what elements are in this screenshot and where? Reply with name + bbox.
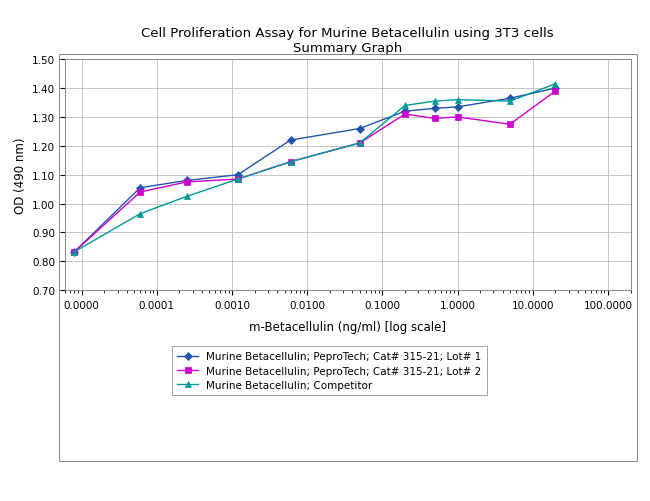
Murine Betacellulin; PeproTech; Cat# 315-21; Lot# 2	[287, 159, 294, 165]
Murine Betacellulin; Competitor	[136, 211, 144, 217]
Murine Betacellulin; PeproTech; Cat# 315-21; Lot# 2	[506, 122, 514, 128]
Murine Betacellulin; PeproTech; Cat# 315-21; Lot# 2	[356, 141, 363, 147]
Murine Betacellulin; Competitor	[287, 159, 294, 165]
Murine Betacellulin; PeproTech; Cat# 315-21; Lot# 1	[234, 172, 242, 178]
Murine Betacellulin; PeproTech; Cat# 315-21; Lot# 1	[431, 106, 439, 112]
Murine Betacellulin; PeproTech; Cat# 315-21; Lot# 1	[401, 109, 409, 115]
Murine Betacellulin; PeproTech; Cat# 315-21; Lot# 1	[551, 86, 559, 92]
Murine Betacellulin; Competitor	[234, 177, 242, 183]
Murine Betacellulin; PeproTech; Cat# 315-21; Lot# 1	[183, 178, 190, 184]
Murine Betacellulin; PeproTech; Cat# 315-21; Lot# 2	[234, 177, 242, 183]
Murine Betacellulin; PeproTech; Cat# 315-21; Lot# 1	[70, 249, 78, 256]
Y-axis label: OD (490 nm): OD (490 nm)	[14, 137, 27, 213]
Murine Betacellulin; Competitor	[183, 194, 190, 200]
Murine Betacellulin; PeproTech; Cat# 315-21; Lot# 2	[70, 249, 78, 256]
Murine Betacellulin; PeproTech; Cat# 315-21; Lot# 1	[287, 138, 294, 144]
Murine Betacellulin; PeproTech; Cat# 315-21; Lot# 1	[506, 96, 514, 102]
Murine Betacellulin; Competitor	[70, 249, 78, 256]
Murine Betacellulin; Competitor	[506, 99, 514, 105]
Murine Betacellulin; PeproTech; Cat# 315-21; Lot# 2	[183, 179, 190, 185]
Murine Betacellulin; Competitor	[401, 103, 409, 109]
Line: Murine Betacellulin; Competitor: Murine Betacellulin; Competitor	[72, 82, 558, 255]
Murine Betacellulin; PeproTech; Cat# 315-21; Lot# 1	[136, 185, 144, 191]
Title: Cell Proliferation Assay for Murine Betacellulin using 3T3 cells
Summary Graph: Cell Proliferation Assay for Murine Beta…	[142, 27, 554, 55]
Murine Betacellulin; Competitor	[454, 97, 462, 103]
Line: Murine Betacellulin; PeproTech; Cat# 315-21; Lot# 2: Murine Betacellulin; PeproTech; Cat# 315…	[72, 89, 558, 255]
Line: Murine Betacellulin; PeproTech; Cat# 315-21; Lot# 1: Murine Betacellulin; PeproTech; Cat# 315…	[72, 86, 558, 255]
Murine Betacellulin; Competitor	[356, 141, 363, 147]
Legend: Murine Betacellulin; PeproTech; Cat# 315-21; Lot# 1, Murine Betacellulin; PeproT: Murine Betacellulin; PeproTech; Cat# 315…	[172, 347, 487, 395]
Murine Betacellulin; PeproTech; Cat# 315-21; Lot# 2	[551, 89, 559, 95]
Murine Betacellulin; PeproTech; Cat# 315-21; Lot# 2	[431, 116, 439, 122]
Murine Betacellulin; Competitor	[551, 82, 559, 88]
Murine Betacellulin; PeproTech; Cat# 315-21; Lot# 1	[454, 105, 462, 111]
Murine Betacellulin; PeproTech; Cat# 315-21; Lot# 1	[356, 126, 363, 132]
X-axis label: m-Betacellulin (ng/ml) [log scale]: m-Betacellulin (ng/ml) [log scale]	[249, 321, 447, 334]
Murine Betacellulin; PeproTech; Cat# 315-21; Lot# 2	[136, 189, 144, 195]
Murine Betacellulin; PeproTech; Cat# 315-21; Lot# 2	[454, 115, 462, 121]
Murine Betacellulin; Competitor	[431, 99, 439, 105]
Murine Betacellulin; PeproTech; Cat# 315-21; Lot# 2	[401, 112, 409, 118]
